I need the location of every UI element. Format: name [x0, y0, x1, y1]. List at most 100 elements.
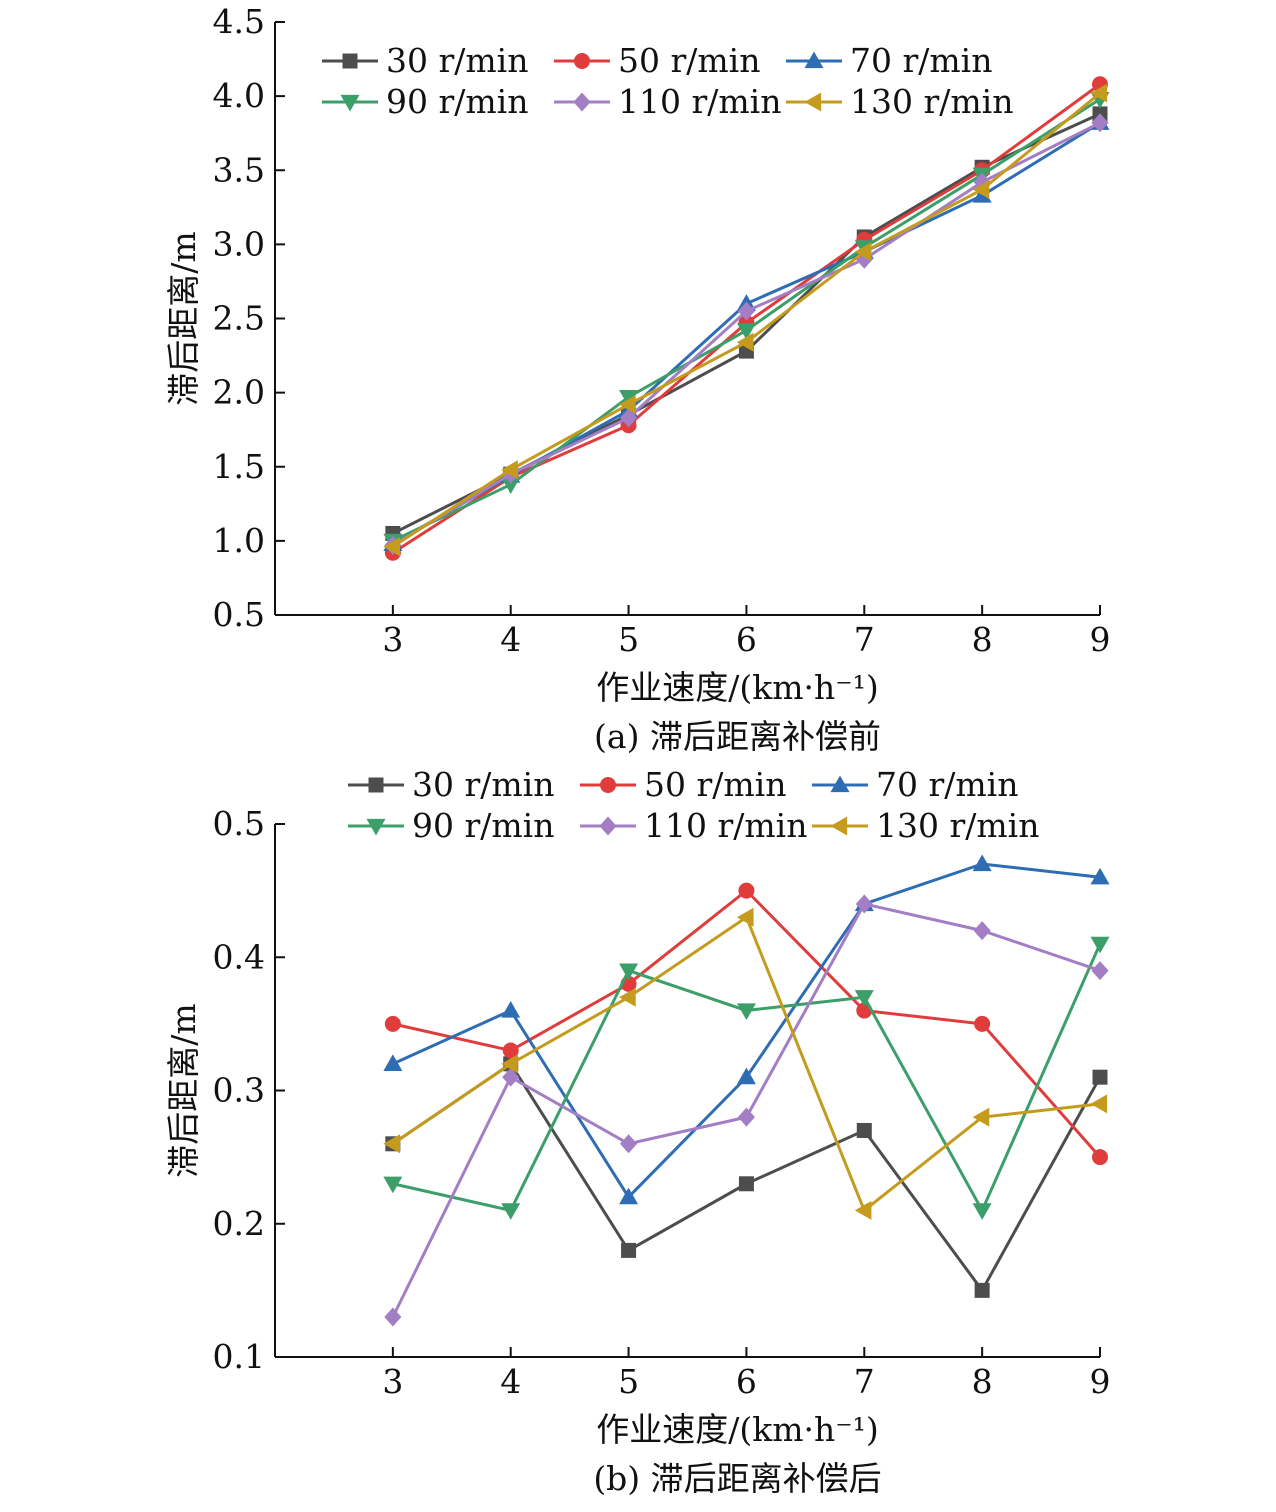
x-tick-label: 9	[1090, 1362, 1111, 1401]
x-tick-label: 4	[500, 1362, 521, 1401]
data-point	[737, 301, 755, 321]
data-point	[973, 921, 991, 941]
data-point	[1091, 113, 1109, 133]
data-point	[974, 1282, 990, 1298]
data-point	[974, 1015, 991, 1032]
x-tick-label: 7	[854, 1362, 875, 1401]
legend-marker	[574, 53, 590, 69]
legend-label: 130 r/min	[876, 806, 1039, 845]
legend-entry: 130 r/min	[812, 806, 1039, 845]
series-30-r-min	[385, 1056, 1108, 1298]
data-point	[383, 1134, 400, 1154]
legend-marker	[830, 816, 848, 836]
x-tick-label: 5	[618, 1362, 639, 1401]
legend-label: 110 r/min	[618, 82, 781, 121]
y-axis-label: 滞后距离/m	[164, 1003, 203, 1177]
x-axis-label: 作业速度/(km·h⁻¹)	[596, 1410, 879, 1449]
legend-marker	[830, 775, 850, 793]
legend-entry: 70 r/min	[812, 765, 1018, 804]
legend-label: 130 r/min	[850, 82, 1013, 121]
legend-label: 30 r/min	[386, 41, 528, 80]
data-point	[1090, 936, 1110, 954]
data-point	[854, 1200, 872, 1220]
data-point	[1092, 1149, 1108, 1166]
legend-marker	[804, 92, 822, 112]
data-point	[738, 1176, 754, 1192]
legend-marker	[340, 94, 360, 112]
y-tick-label: 2.5	[213, 299, 265, 338]
panel-b-after-compensation: 0.1 0.2 0.3 0.4 0.5 3 4 5 6 7 8 9 作业速度/(km·h⁻¹) 滞后距离/…	[164, 765, 1111, 1498]
data-point	[972, 180, 990, 200]
y-tick-label: 1.5	[213, 447, 265, 486]
data-point	[620, 1134, 638, 1154]
legend-label: 30 r/min	[412, 765, 554, 804]
series-70-r-min	[383, 854, 1110, 1205]
data-point	[854, 242, 872, 262]
legend-marker	[342, 53, 358, 69]
data-point	[501, 477, 521, 495]
legend-entry: 110 r/min	[580, 806, 807, 845]
series-90-r-min	[383, 936, 1110, 1220]
data-point	[738, 882, 755, 899]
data-point	[619, 394, 636, 414]
data-point	[619, 963, 639, 981]
panel-caption: (a) 滞后距离补偿前	[594, 717, 881, 756]
series-130-r-min	[383, 907, 1108, 1220]
legend-marker	[804, 51, 824, 69]
data-point	[384, 1307, 402, 1327]
data-point	[1092, 1069, 1108, 1085]
x-tick-label: 3	[382, 1362, 403, 1401]
x-tick-label: 3	[382, 620, 403, 659]
legend-entry: 30 r/min	[322, 41, 528, 80]
y-tick-label: 2.0	[213, 373, 265, 412]
y-tick-label: 0.1	[213, 1337, 265, 1376]
legend-label: 70 r/min	[876, 765, 1018, 804]
data-point	[501, 1054, 518, 1074]
legend-marker	[366, 818, 386, 836]
legend-marker	[600, 777, 616, 793]
data-point	[1090, 1094, 1108, 1114]
x-tick-label: 7	[854, 620, 875, 659]
legend-entry: 90 r/min	[322, 82, 528, 121]
data-point	[854, 990, 874, 1007]
data-point	[855, 894, 873, 914]
data-point	[383, 1176, 403, 1194]
x-tick-label: 6	[736, 1362, 757, 1401]
legend-entry: 70 r/min	[786, 41, 992, 80]
legend-marker	[599, 816, 617, 836]
data-point	[1090, 83, 1108, 103]
legend-entry: 110 r/min	[554, 82, 781, 121]
data-point	[736, 907, 754, 927]
legend-entry: 50 r/min	[554, 41, 760, 80]
y-tick-label: 0.5	[213, 804, 265, 843]
series-line	[392, 914, 1101, 1213]
x-tick-label: 5	[618, 620, 639, 659]
data-point	[736, 332, 754, 352]
data-point	[502, 1067, 520, 1087]
data-point	[501, 460, 518, 480]
data-point	[619, 987, 636, 1007]
y-tick-label: 1.0	[213, 521, 265, 560]
legend-label: 90 r/min	[386, 82, 528, 121]
data-point	[1090, 867, 1110, 885]
panel-a-before-compensation: 0.5 1.0 1.5 2.0 2.5 3.0 3.5 4.0 4.5 3 4 5 6 7 8 9 作业速度/(…	[164, 2, 1111, 756]
legend-entry: 50 r/min	[580, 765, 786, 804]
legend-label: 70 r/min	[850, 41, 992, 80]
legend-label: 50 r/min	[618, 41, 760, 80]
data-point	[620, 408, 638, 428]
legend-marker	[368, 777, 384, 793]
y-tick-label: 0.4	[213, 937, 265, 976]
y-tick-label: 0.2	[213, 1204, 265, 1243]
data-point	[502, 1042, 519, 1059]
data-point	[736, 1003, 756, 1021]
data-point	[619, 1187, 639, 1205]
x-tick-label: 8	[972, 620, 993, 659]
y-tick-label: 3.0	[213, 224, 265, 263]
y-tick-label: 0.3	[213, 1071, 265, 1110]
y-tick-label: 0.5	[213, 595, 265, 634]
data-point	[736, 323, 756, 340]
panel-caption: (b) 滞后距离补偿后	[593, 1459, 881, 1498]
data-point	[501, 1203, 521, 1220]
legend-label: 90 r/min	[412, 806, 554, 845]
